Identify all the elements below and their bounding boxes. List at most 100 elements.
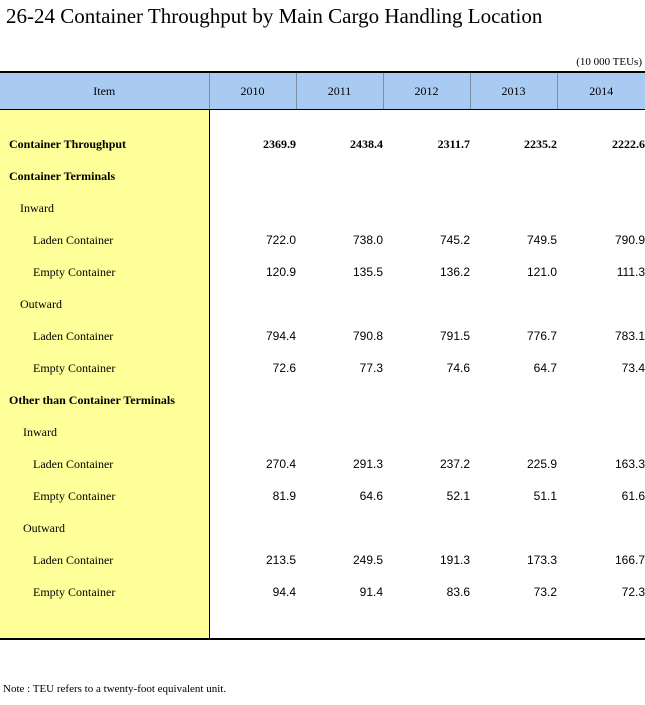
table-row: Inward bbox=[0, 416, 645, 448]
cell-value bbox=[296, 416, 383, 448]
cell-value bbox=[557, 512, 645, 544]
cell-value: 73.4 bbox=[621, 361, 645, 375]
cell-value bbox=[557, 416, 645, 448]
table-row: Inward bbox=[0, 192, 645, 224]
cell-value: 111.3 bbox=[616, 265, 645, 279]
cell-value bbox=[557, 384, 645, 416]
header-year-2010: 2010 bbox=[208, 71, 296, 110]
row-label: Empty Container bbox=[0, 480, 210, 512]
cell-value: 73.2 bbox=[533, 585, 557, 599]
cell-value: 2369.9 bbox=[263, 136, 296, 151]
row-label: Container Throughput bbox=[0, 128, 210, 160]
cell-value bbox=[296, 160, 383, 192]
cell-value bbox=[470, 512, 557, 544]
cell-value: 173.3 bbox=[526, 553, 557, 567]
cell-value bbox=[383, 160, 470, 192]
header-year-2012: 2012 bbox=[382, 71, 470, 110]
cell-value: 72.6 bbox=[272, 361, 296, 375]
cell-value: 163.3 bbox=[614, 457, 645, 471]
table-spacer-row bbox=[0, 109, 645, 128]
row-label: Outward bbox=[0, 512, 210, 544]
cell-value bbox=[209, 160, 296, 192]
row-label: Inward bbox=[0, 192, 210, 224]
cell-value bbox=[296, 288, 383, 320]
cell-value bbox=[557, 192, 645, 224]
cell-value bbox=[470, 288, 557, 320]
cell-value: 91.4 bbox=[359, 585, 383, 599]
cell-value: 191.3 bbox=[439, 553, 470, 567]
table-header-row: Item 2010 2011 2012 2013 2014 bbox=[0, 71, 645, 110]
cell-value: 83.6 bbox=[446, 585, 470, 599]
table-row: Outward bbox=[0, 288, 645, 320]
cell-value: 790.8 bbox=[352, 329, 383, 343]
cell-value: 237.2 bbox=[439, 457, 470, 471]
table-row: Laden Container 213.5 249.5 191.3 173.3 … bbox=[0, 544, 645, 576]
cell-value: 64.7 bbox=[533, 361, 557, 375]
cell-value: 61.6 bbox=[621, 489, 645, 503]
cell-value: 794.4 bbox=[265, 329, 296, 343]
header-year-2011: 2011 bbox=[295, 71, 383, 110]
table-row: Other than Container Terminals bbox=[0, 384, 645, 416]
cell-value: 72.3 bbox=[621, 585, 645, 599]
cell-value: 249.5 bbox=[352, 553, 383, 567]
cell-value: 94.4 bbox=[272, 585, 296, 599]
cell-value: 121.0 bbox=[526, 265, 557, 279]
cell-value: 225.9 bbox=[526, 457, 557, 471]
table-row: Empty Container 94.4 91.4 83.6 73.2 72.3 bbox=[0, 576, 645, 608]
row-label: Empty Container bbox=[0, 256, 210, 288]
cell-value: 745.2 bbox=[439, 233, 470, 247]
cell-value bbox=[209, 384, 296, 416]
row-label: Laden Container bbox=[0, 224, 210, 256]
cell-value: 64.6 bbox=[359, 489, 383, 503]
cell-value: 783.1 bbox=[614, 329, 645, 343]
row-label: Laden Container bbox=[0, 448, 210, 480]
table-row: Outward bbox=[0, 512, 645, 544]
cell-value: 790.9 bbox=[614, 233, 645, 247]
cell-value bbox=[383, 384, 470, 416]
table-row: Container Throughput 2369.9 2438.4 2311.… bbox=[0, 128, 645, 160]
row-label: Empty Container bbox=[0, 352, 210, 384]
row-label: Inward bbox=[0, 416, 210, 448]
row-label: Outward bbox=[0, 288, 210, 320]
cell-value: 120.9 bbox=[265, 265, 296, 279]
table-row: Laden Container 270.4 291.3 237.2 225.9 … bbox=[0, 448, 645, 480]
cell-value bbox=[470, 384, 557, 416]
table-row: Empty Container 120.9 135.5 136.2 121.0 … bbox=[0, 256, 645, 288]
row-label: Laden Container bbox=[0, 320, 210, 352]
header-year-2013: 2013 bbox=[469, 71, 557, 110]
table-row: Empty Container 72.6 77.3 74.6 64.7 73.4 bbox=[0, 352, 645, 384]
cell-value bbox=[209, 416, 296, 448]
page-title: 26-24 Container Throughput by Main Cargo… bbox=[6, 4, 543, 28]
cell-value bbox=[209, 288, 296, 320]
throughput-table: Item 2010 2011 2012 2013 2014 Container … bbox=[0, 71, 645, 640]
header-item: Item bbox=[0, 71, 209, 110]
unit-label: (10 000 TEUs) bbox=[576, 56, 642, 68]
table-row: Container Terminals bbox=[0, 160, 645, 192]
cell-value: 749.5 bbox=[526, 233, 557, 247]
row-label: Empty Container bbox=[0, 576, 210, 608]
cell-value: 738.0 bbox=[352, 233, 383, 247]
cell-value bbox=[209, 512, 296, 544]
cell-value: 2438.4 bbox=[350, 136, 383, 151]
cell-value bbox=[209, 192, 296, 224]
table-row: Laden Container 722.0 738.0 745.2 749.5 … bbox=[0, 224, 645, 256]
cell-value bbox=[383, 192, 470, 224]
cell-value: 776.7 bbox=[526, 329, 557, 343]
cell-value: 166.7 bbox=[614, 553, 645, 567]
cell-value bbox=[296, 512, 383, 544]
cell-value bbox=[470, 192, 557, 224]
cell-value bbox=[383, 288, 470, 320]
cell-value: 77.3 bbox=[359, 361, 383, 375]
cell-value: 2311.7 bbox=[437, 136, 470, 151]
cell-value bbox=[470, 416, 557, 448]
cell-value: 722.0 bbox=[265, 233, 296, 247]
cell-value bbox=[557, 160, 645, 192]
cell-value: 2222.6 bbox=[612, 136, 645, 151]
cell-value: 291.3 bbox=[352, 457, 383, 471]
cell-value bbox=[383, 512, 470, 544]
cell-value: 136.2 bbox=[439, 265, 470, 279]
cell-value: 2235.2 bbox=[524, 136, 557, 151]
cell-value bbox=[470, 160, 557, 192]
cell-value: 270.4 bbox=[265, 457, 296, 471]
row-label: Laden Container bbox=[0, 544, 210, 576]
